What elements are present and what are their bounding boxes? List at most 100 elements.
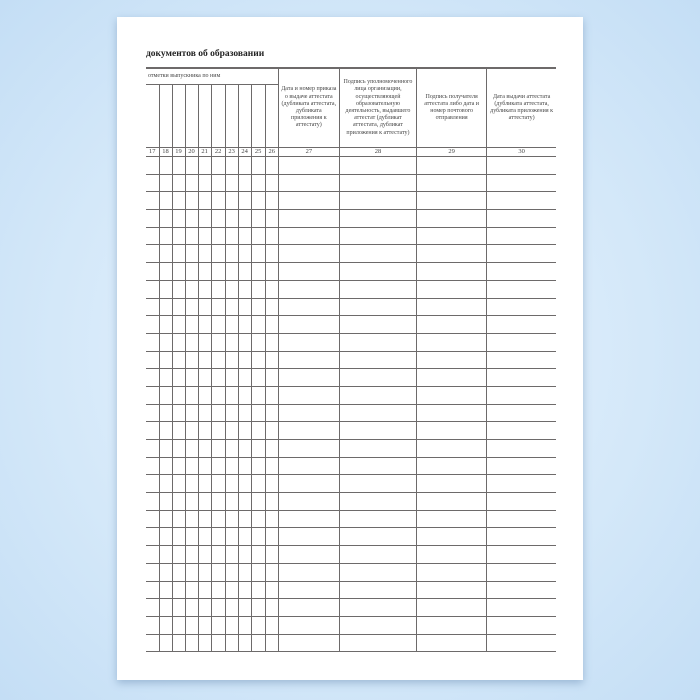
table-cell: [338, 492, 418, 511]
table-row: [146, 403, 556, 423]
register-table: отметки выпускника по ним Дата и номер п…: [146, 67, 556, 653]
table-cell: [486, 156, 556, 175]
subheader-cell: [250, 84, 266, 148]
table-cell: [184, 209, 199, 228]
table-cell: [338, 244, 418, 264]
table-cell: [250, 456, 266, 476]
table-cell: [146, 439, 160, 458]
subheader-cell: [158, 84, 173, 148]
table-cell: [197, 297, 212, 317]
table-cell: [224, 226, 239, 246]
table-cell: [486, 598, 556, 617]
table-cell: [210, 421, 226, 440]
table-cell: [264, 580, 279, 600]
table-cell: [338, 562, 418, 582]
column-number: 28: [338, 147, 418, 157]
table-cell: [158, 226, 173, 246]
table-cell: [171, 279, 186, 299]
table-cell: [264, 615, 279, 635]
table-cell: [171, 332, 186, 352]
table-cell: [158, 191, 173, 211]
table-cell: [197, 545, 212, 564]
table-cell: [486, 509, 556, 529]
table-row: [146, 244, 556, 264]
column-number: 19: [171, 147, 186, 157]
table-cell: [171, 509, 186, 529]
table-cell: [146, 385, 160, 405]
table-cell: [264, 209, 279, 228]
table-cell: [416, 279, 488, 299]
table-cell: [264, 545, 279, 564]
table-cell: [158, 562, 173, 582]
table-cell: [197, 509, 212, 529]
table-cell: [210, 244, 226, 264]
table-cell: [338, 633, 418, 653]
table-cell: [250, 615, 266, 635]
table-cell: [486, 226, 556, 246]
table-cell: [210, 350, 226, 370]
table-cell: [277, 562, 340, 582]
table-row: [146, 492, 556, 511]
table-cell: [146, 580, 160, 600]
table-cell: [146, 226, 160, 246]
table-cell: [237, 403, 252, 423]
table-cell: [250, 598, 266, 617]
column-number: 18: [158, 147, 173, 157]
subheader-cell: [146, 84, 160, 148]
table-cell: [277, 492, 340, 511]
table-row: [146, 226, 556, 246]
table-cell: [197, 474, 212, 494]
table-cell: [416, 633, 488, 653]
table-cell: [338, 368, 418, 387]
column-number: 17: [146, 147, 160, 157]
table-cell: [210, 332, 226, 352]
table-cell: [338, 173, 418, 193]
table-cell: [486, 580, 556, 600]
table-cell: [277, 598, 340, 617]
table-cell: [197, 456, 212, 476]
table-cell: [210, 580, 226, 600]
table-cell: [171, 562, 186, 582]
table-cell: [184, 580, 199, 600]
table-cell: [277, 332, 340, 352]
table-cell: [224, 562, 239, 582]
table-cell: [264, 191, 279, 211]
table-cell: [224, 598, 239, 617]
table-cell: [171, 456, 186, 476]
table-cell: [250, 403, 266, 423]
table-cell: [250, 279, 266, 299]
table-cell: [197, 279, 212, 299]
table-cell: [158, 262, 173, 281]
column-number: 30: [486, 147, 556, 157]
table-cell: [264, 598, 279, 617]
table-cell: [197, 633, 212, 653]
table-cell: [277, 262, 340, 281]
table-cell: [197, 421, 212, 440]
table-cell: [486, 332, 556, 352]
table-cell: [237, 191, 252, 211]
table-cell: [224, 385, 239, 405]
table-cell: [277, 173, 340, 193]
table-row: [146, 421, 556, 440]
table-row: [146, 262, 556, 281]
table-cell: [146, 332, 160, 352]
table-row: [146, 633, 556, 653]
table-cell: [416, 492, 488, 511]
table-cell: [416, 527, 488, 547]
table-cell: [146, 368, 160, 387]
table-cell: [146, 421, 160, 440]
table-row: [146, 580, 556, 600]
table-cell: [224, 403, 239, 423]
table-cell: [184, 615, 199, 635]
table-cell: [264, 439, 279, 458]
table-cell: [237, 509, 252, 529]
table-cell: [171, 173, 186, 193]
table-cell: [184, 226, 199, 246]
table-cell: [158, 368, 173, 387]
table-cell: [264, 156, 279, 175]
table-row: [146, 439, 556, 458]
table-cell: [224, 456, 239, 476]
table-cell: [184, 244, 199, 264]
table-cell: [338, 615, 418, 635]
table-cell: [250, 439, 266, 458]
